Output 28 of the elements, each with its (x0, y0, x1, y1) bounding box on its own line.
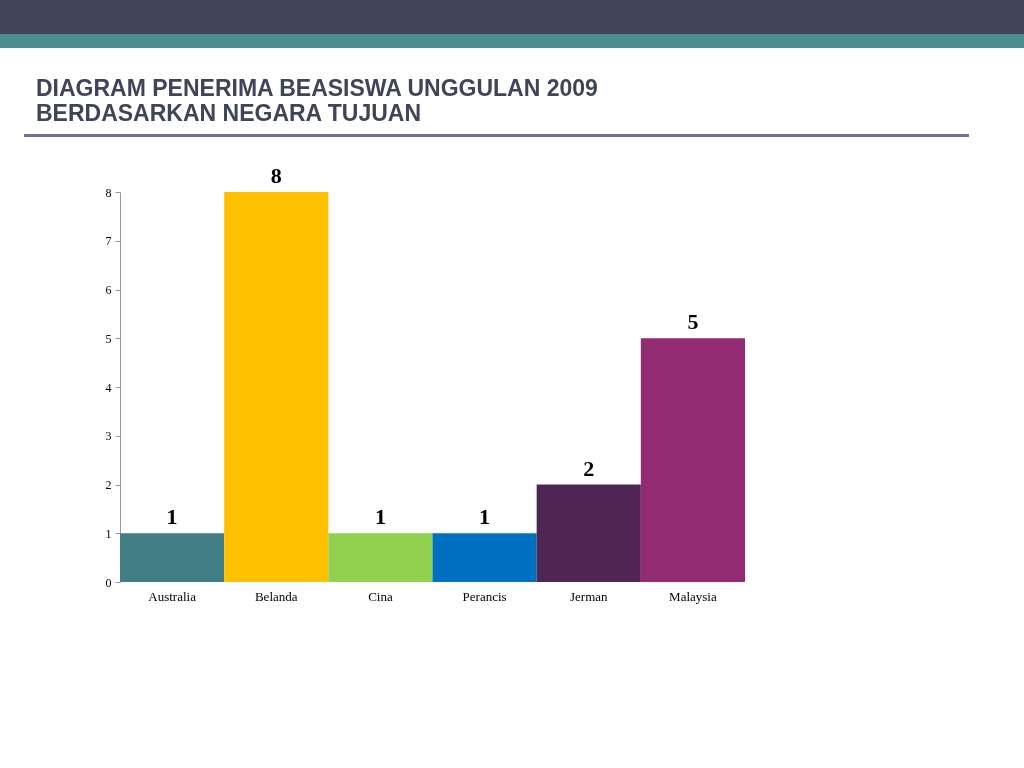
x-tick-label: Australia (148, 588, 197, 604)
data-label: 1 (479, 504, 491, 530)
y-tick-label: 3 (105, 429, 112, 444)
y-tick-label: 5 (105, 331, 112, 346)
bar (224, 192, 329, 582)
chart-title: DIAGRAM PENERIMA BEASISWA UNGGULAN 2009 BERDASARKAN NEGARA TUJUAN (36, 75, 599, 126)
data-label: 5 (687, 309, 699, 335)
bar (120, 533, 225, 582)
bar (432, 533, 537, 582)
data-label: 1 (374, 504, 386, 530)
y-tick-label: 1 (105, 526, 112, 541)
y-tick-label: 6 (105, 283, 112, 297)
x-tick-label: Perancis (462, 588, 507, 604)
y-tick-label: 0 (105, 575, 112, 590)
bar (328, 533, 433, 582)
x-tick-label: Belanda (254, 588, 298, 604)
bar (536, 484, 641, 582)
x-tick-label: Jerman (569, 588, 609, 604)
x-tick-label: Cina (368, 588, 393, 604)
x-tick-label: Malaysia (669, 588, 717, 604)
bar (640, 338, 745, 582)
data-label: 1 (166, 504, 178, 530)
data-label: 2 (583, 455, 595, 481)
y-tick-label: 8 (105, 185, 112, 200)
y-tick-label: 2 (105, 478, 112, 492)
data-label: 8 (270, 163, 282, 188)
y-tick-label: 7 (105, 234, 112, 249)
y-tick-label: 4 (105, 380, 112, 395)
